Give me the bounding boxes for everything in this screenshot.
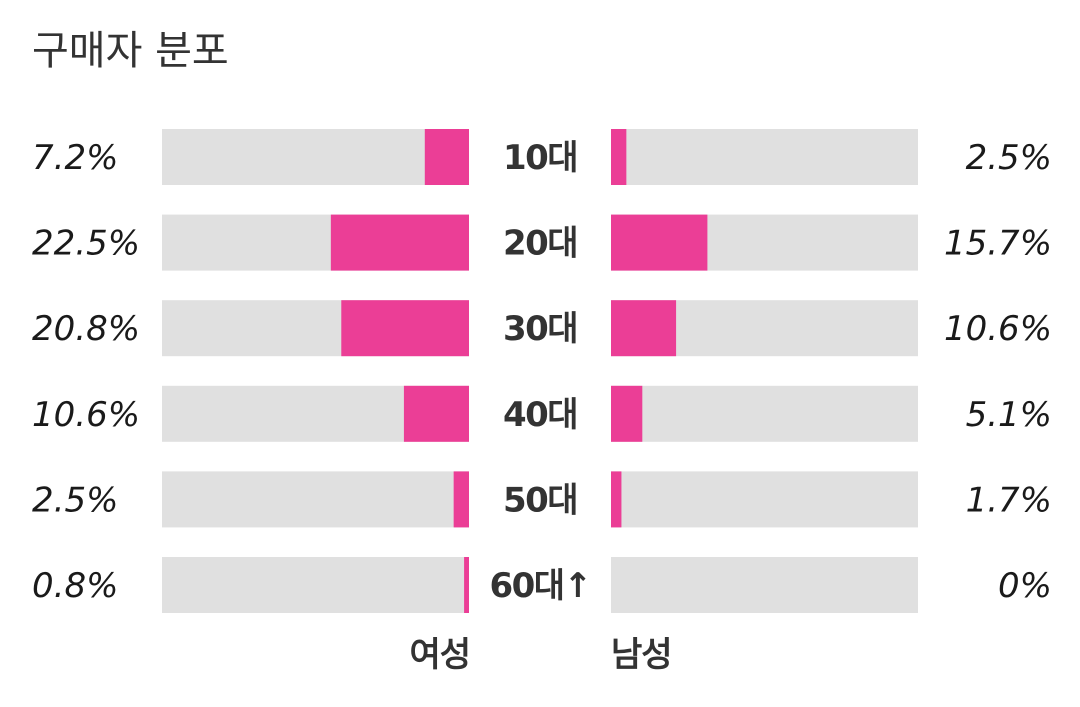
male-track [611,129,918,185]
row-5: 2.5% 1.7% 50대 [32,471,1052,528]
male-bar [611,300,677,357]
row-3: 20.8% 10.6% 30대 [32,300,1052,357]
female-bar [403,385,469,442]
male-value-label: 15.7% [944,224,1052,264]
female-track [162,557,469,613]
female-value-label: 22.5% [32,224,140,264]
female-bar [464,557,469,613]
female-value-label: 0.8% [32,566,118,606]
chart-title: 구매자 분포 [32,28,229,74]
male-bar [611,214,708,271]
age-category-label: 60대↑ [489,566,590,606]
male-bar [611,471,622,528]
female-track [162,129,469,185]
age-category-label: 50대 [503,480,577,520]
female-value-label: 2.5% [32,480,118,520]
row-1: 7.2% 2.5% 10대 [32,129,1052,185]
female-axis-label: 여성 [409,635,470,675]
row-6: 0.8% 0% 60대↑ [32,557,1052,613]
male-track [611,471,918,528]
female-bar [341,300,469,357]
male-bar [611,385,643,442]
female-value-label: 10.6% [32,395,140,435]
row-2: 22.5% 15.7% 20대 [32,214,1052,271]
age-category-label: 10대 [503,138,577,178]
male-axis-label: 남성 [611,635,672,675]
male-track [611,385,918,442]
female-bar [453,471,469,528]
male-value-label: 1.7% [966,480,1052,520]
age-category-label: 40대 [503,395,577,435]
male-bar [611,129,627,185]
male-value-label: 2.5% [966,138,1052,178]
female-value-label: 20.8% [32,309,140,349]
chart-rows: 7.2% 2.5% 10대 22.5% 15.7% 20대 20.8% 10.6% 30대 10.… [32,129,1052,613]
age-category-label: 20대 [503,224,577,264]
male-track [611,557,918,613]
female-track [162,471,469,528]
male-value-label: 0% [998,566,1052,606]
male-value-label: 5.1% [966,395,1052,435]
male-value-label: 10.6% [944,309,1052,349]
female-bar [330,214,469,271]
age-category-label: 30대 [503,309,577,349]
row-4: 10.6% 5.1% 40대 [32,385,1052,442]
female-bar [424,129,469,185]
female-value-label: 7.2% [32,138,118,178]
